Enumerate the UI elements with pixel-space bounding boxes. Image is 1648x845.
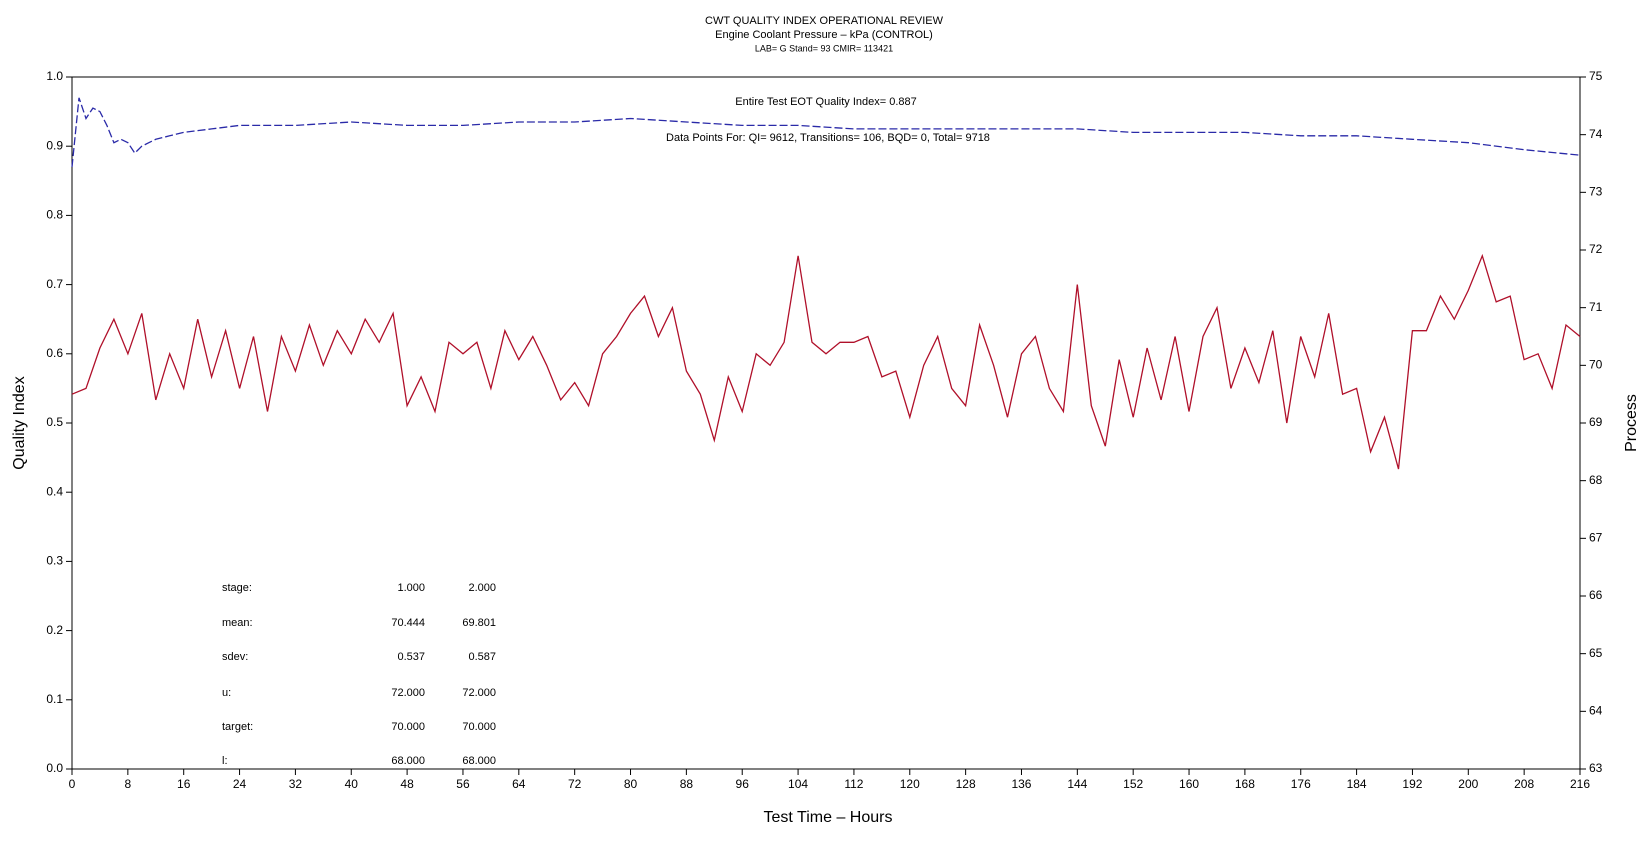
x-tick-label: 128 <box>956 777 976 791</box>
y2-tick-label: 72 <box>1589 242 1603 256</box>
x-tick-label: 24 <box>233 777 247 791</box>
x-tick-label: 72 <box>568 777 582 791</box>
y-tick-label: 1.0 <box>46 69 63 83</box>
x-tick-label: 144 <box>1067 777 1087 791</box>
series-line <box>71 97 1581 168</box>
stat-value: 70.000 <box>462 721 496 733</box>
y2-tick-label: 69 <box>1589 415 1603 429</box>
stat-value: 70.444 <box>391 617 425 629</box>
y-tick-label: 0.6 <box>46 346 63 360</box>
y-tick-label: 0.1 <box>46 692 63 706</box>
x-tick-label: 136 <box>1011 777 1031 791</box>
stat-label: stage: <box>222 582 252 594</box>
stat-value: 2.000 <box>468 582 496 594</box>
x-tick-label: 88 <box>680 777 694 791</box>
x-tick-label: 80 <box>624 777 638 791</box>
x-tick-label: 192 <box>1402 777 1422 791</box>
x-tick-label: 96 <box>736 777 750 791</box>
stat-value: 69.801 <box>462 617 496 629</box>
annotation: Data Points For: QI= 9612, Transitions= … <box>666 132 990 144</box>
y2-tick-label: 66 <box>1589 588 1603 602</box>
y-tick-label: 0.5 <box>46 415 63 429</box>
y2-tick-label: 74 <box>1589 127 1603 141</box>
chart-subtitle: Engine Coolant Pressure – kPa (CONTROL) <box>715 29 933 41</box>
chart-subtitle: LAB= G Stand= 93 CMIR= 113421 <box>755 43 893 53</box>
y2-tick-label: 68 <box>1589 473 1603 487</box>
x-axis-label: Test Time – Hours <box>764 809 893 826</box>
y2-tick-label: 70 <box>1589 358 1603 372</box>
x-tick-label: 208 <box>1514 777 1534 791</box>
x-tick-label: 152 <box>1123 777 1143 791</box>
stat-value: 70.000 <box>391 721 425 733</box>
stat-value: 1.000 <box>397 582 425 594</box>
stat-value: 68.000 <box>462 755 496 767</box>
y2-tick-label: 63 <box>1589 761 1603 775</box>
y2-tick-label: 65 <box>1589 646 1603 660</box>
stat-value: 0.587 <box>468 651 496 663</box>
x-tick-label: 8 <box>125 777 132 791</box>
y-tick-label: 0.4 <box>46 484 63 498</box>
y2-tick-label: 67 <box>1589 531 1603 545</box>
plot-frame <box>71 76 1581 770</box>
y2-tick-label: 75 <box>1589 69 1603 83</box>
x-tick-label: 200 <box>1458 777 1478 791</box>
annotation: Entire Test EOT Quality Index= 0.887 <box>735 96 917 108</box>
stat-label: target: <box>222 721 253 733</box>
x-tick-label: 168 <box>1235 777 1255 791</box>
y-tick-label: 0.8 <box>46 208 63 222</box>
x-tick-label: 56 <box>456 777 470 791</box>
x-tick-label: 32 <box>289 777 303 791</box>
stat-value: 72.000 <box>391 687 425 699</box>
x-tick-label: 112 <box>844 777 863 791</box>
series-line <box>71 253 1581 470</box>
x-tick-label: 160 <box>1179 777 1199 791</box>
y-axis-label: Quality Index <box>11 376 28 469</box>
x-tick-label: 104 <box>788 777 808 791</box>
x-tick-label: 64 <box>512 777 526 791</box>
x-tick-label: 176 <box>1291 777 1311 791</box>
stat-label: u: <box>222 687 231 699</box>
stat-label: l: <box>222 755 228 767</box>
x-tick-label: 40 <box>345 777 359 791</box>
x-tick-label: 216 <box>1570 777 1590 791</box>
y2-tick-label: 71 <box>1589 300 1603 314</box>
stat-value: 68.000 <box>391 755 425 767</box>
stat-label: sdev: <box>222 651 248 663</box>
x-tick-label: 16 <box>177 777 191 791</box>
y-tick-label: 0.3 <box>46 554 63 568</box>
x-tick-label: 0 <box>69 777 76 791</box>
stat-value: 72.000 <box>462 687 496 699</box>
y-tick-label: 0.7 <box>46 277 63 291</box>
x-tick-label: 120 <box>900 777 920 791</box>
y-tick-label: 0.9 <box>46 138 63 152</box>
stat-label: mean: <box>222 617 253 629</box>
x-tick-label: 184 <box>1347 777 1367 791</box>
y2-tick-label: 73 <box>1589 185 1603 199</box>
y-tick-label: 0.0 <box>46 761 63 775</box>
y2-tick-label: 64 <box>1589 704 1603 718</box>
chart-title: CWT QUALITY INDEX OPERATIONAL REVIEW <box>705 15 944 27</box>
y2-axis-label: Process <box>1623 394 1640 452</box>
x-tick-label: 48 <box>400 777 414 791</box>
y-tick-label: 0.2 <box>46 623 63 637</box>
stat-value: 0.537 <box>397 651 425 663</box>
